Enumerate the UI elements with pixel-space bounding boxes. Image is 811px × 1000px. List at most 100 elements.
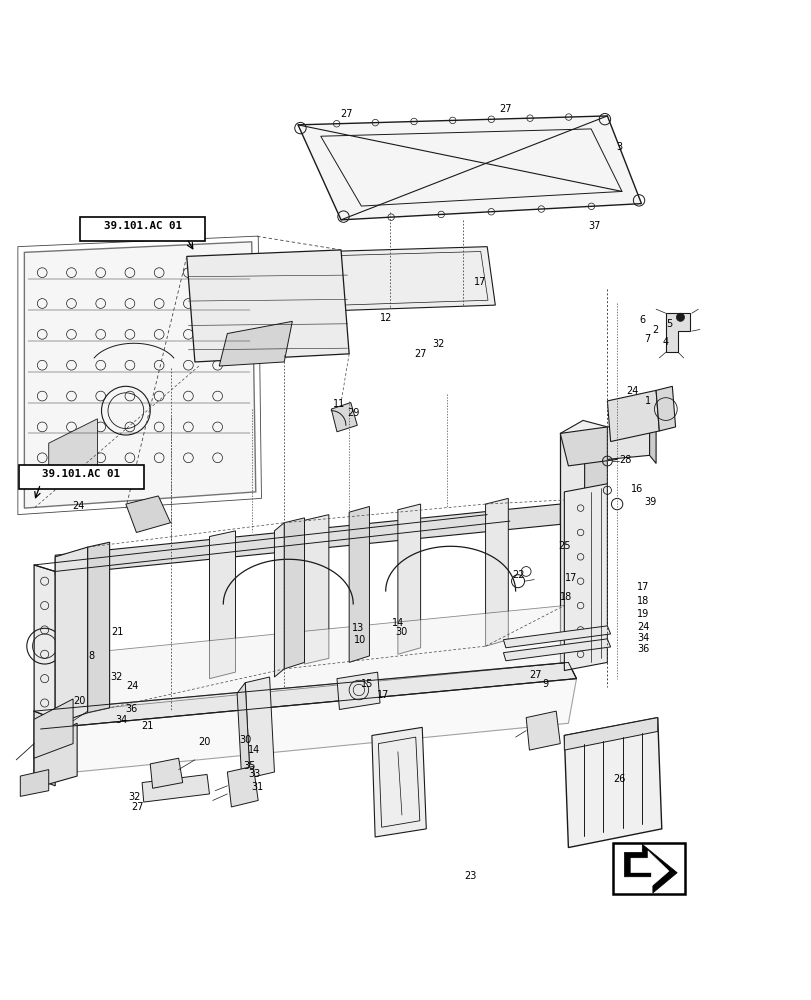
Text: 16: 16 — [629, 484, 642, 494]
Polygon shape — [560, 420, 607, 433]
Text: 17: 17 — [473, 277, 486, 287]
Text: 32: 32 — [128, 792, 141, 802]
Text: 13: 13 — [351, 623, 364, 633]
Polygon shape — [245, 677, 274, 778]
Text: 2: 2 — [651, 325, 658, 335]
Polygon shape — [34, 711, 41, 778]
Polygon shape — [55, 504, 560, 575]
Text: 27: 27 — [529, 670, 542, 680]
Text: 27: 27 — [498, 104, 511, 114]
Polygon shape — [88, 542, 109, 713]
Text: 29: 29 — [346, 408, 359, 418]
Text: 34: 34 — [636, 633, 649, 643]
Polygon shape — [503, 626, 610, 648]
Polygon shape — [649, 423, 655, 463]
Polygon shape — [607, 390, 659, 442]
Polygon shape — [34, 565, 55, 719]
Polygon shape — [564, 718, 657, 750]
Polygon shape — [304, 515, 328, 664]
Polygon shape — [607, 423, 649, 459]
Text: 4: 4 — [662, 337, 668, 347]
Text: 30: 30 — [238, 735, 251, 745]
Polygon shape — [485, 498, 508, 646]
Polygon shape — [49, 419, 97, 480]
Text: 39.101.AC 01: 39.101.AC 01 — [104, 221, 182, 231]
Polygon shape — [187, 250, 349, 362]
Text: 31: 31 — [251, 782, 264, 792]
Text: 32: 32 — [110, 672, 123, 682]
Polygon shape — [655, 386, 675, 431]
Circle shape — [676, 313, 684, 321]
Bar — [612, 843, 684, 894]
Text: 17: 17 — [376, 690, 389, 700]
Text: 19: 19 — [636, 609, 649, 619]
Polygon shape — [34, 723, 77, 788]
Text: 24: 24 — [71, 501, 84, 511]
Text: 30: 30 — [394, 627, 407, 637]
Polygon shape — [34, 638, 79, 719]
Text: 24: 24 — [636, 622, 649, 632]
Polygon shape — [55, 606, 568, 713]
Polygon shape — [126, 496, 170, 532]
Text: 1: 1 — [644, 396, 650, 406]
FancyBboxPatch shape — [80, 217, 205, 241]
Text: 36: 36 — [636, 644, 649, 654]
Polygon shape — [665, 313, 689, 352]
Polygon shape — [284, 518, 304, 669]
FancyBboxPatch shape — [19, 465, 144, 489]
Polygon shape — [34, 679, 576, 776]
Text: 32: 32 — [431, 339, 444, 349]
Text: 8: 8 — [88, 651, 95, 661]
Polygon shape — [298, 116, 641, 220]
Polygon shape — [371, 727, 426, 837]
Text: 7: 7 — [643, 334, 650, 344]
Text: 25: 25 — [557, 541, 570, 551]
Text: 35: 35 — [242, 761, 255, 771]
Polygon shape — [564, 484, 607, 671]
Text: 24: 24 — [625, 386, 638, 396]
Text: 34: 34 — [115, 715, 128, 725]
Text: 36: 36 — [125, 704, 138, 714]
Polygon shape — [219, 321, 292, 366]
Text: 14: 14 — [247, 745, 260, 755]
Text: 6: 6 — [638, 315, 645, 325]
Polygon shape — [34, 699, 73, 758]
Polygon shape — [34, 711, 55, 786]
Polygon shape — [560, 433, 584, 662]
Text: 39.101.AC 01: 39.101.AC 01 — [42, 469, 120, 479]
Polygon shape — [34, 662, 576, 729]
Polygon shape — [209, 531, 235, 679]
Text: 37: 37 — [587, 221, 600, 231]
Text: 28: 28 — [618, 455, 631, 465]
Text: 3: 3 — [616, 142, 622, 152]
Text: 12: 12 — [380, 313, 393, 323]
Text: 21: 21 — [111, 627, 124, 637]
Text: 17: 17 — [636, 582, 649, 592]
Polygon shape — [300, 247, 495, 312]
Text: 27: 27 — [131, 802, 144, 812]
Polygon shape — [150, 758, 182, 788]
Polygon shape — [397, 504, 420, 654]
Text: 14: 14 — [391, 618, 404, 628]
Text: 23: 23 — [463, 871, 476, 881]
Polygon shape — [227, 766, 258, 807]
Text: 27: 27 — [414, 349, 427, 359]
Text: 18: 18 — [559, 592, 572, 602]
Text: 33: 33 — [247, 769, 260, 779]
Text: 20: 20 — [73, 696, 86, 706]
Text: 15: 15 — [360, 679, 373, 689]
Polygon shape — [349, 506, 369, 662]
Polygon shape — [630, 851, 668, 887]
Text: 9: 9 — [542, 679, 548, 689]
Polygon shape — [24, 242, 255, 508]
Polygon shape — [337, 672, 380, 709]
Polygon shape — [560, 427, 616, 466]
Polygon shape — [624, 844, 676, 893]
Text: 11: 11 — [333, 399, 345, 409]
Polygon shape — [564, 718, 661, 848]
Text: 22: 22 — [511, 570, 524, 580]
Polygon shape — [20, 770, 49, 796]
Text: 26: 26 — [612, 774, 625, 784]
Polygon shape — [274, 523, 284, 677]
Polygon shape — [331, 403, 357, 432]
